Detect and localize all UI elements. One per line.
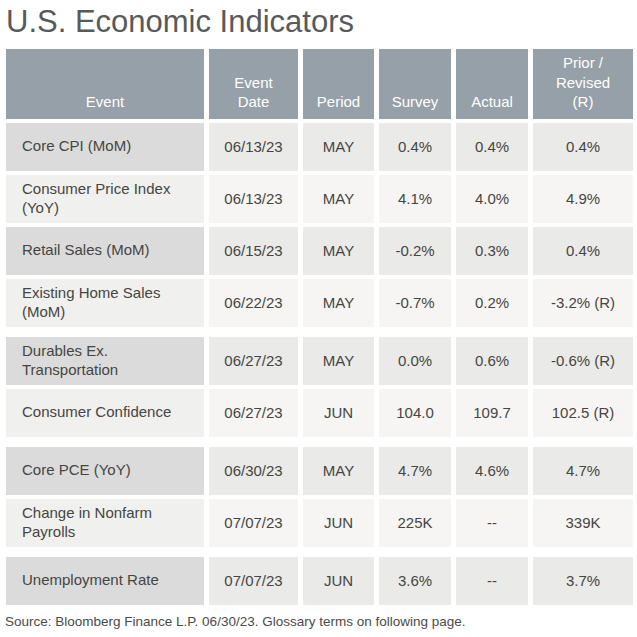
page: U.S. Economic Indicators EventEvent Date… bbox=[0, 4, 637, 637]
cell-actual: 4.6% bbox=[456, 447, 528, 495]
cell-survey: -0.7% bbox=[379, 279, 451, 327]
cell-event: Core CPI (MoM) bbox=[6, 123, 204, 171]
cell-period: JUN bbox=[303, 557, 374, 605]
cell-actual: 0.2% bbox=[456, 279, 528, 327]
cell-prior_revised: 339K bbox=[533, 499, 633, 547]
cell-event_date: 07/07/23 bbox=[209, 557, 298, 605]
cell-event: Core PCE (YoY) bbox=[6, 447, 204, 495]
table-row: Change in Nonfarm Payrolls07/07/23JUN225… bbox=[6, 499, 633, 547]
cell-event: Retail Sales (MoM) bbox=[6, 227, 204, 275]
cell-event: Consumer Price Index (YoY) bbox=[6, 175, 204, 223]
cell-event: Consumer Confidence bbox=[6, 389, 204, 437]
cell-event: Durables Ex. Transportation bbox=[6, 337, 204, 385]
table-row: Unemployment Rate07/07/23JUN3.6%--3.7% bbox=[6, 557, 633, 605]
column-header-event_date: Event Date bbox=[209, 49, 298, 119]
indicators-table: EventEvent DatePeriodSurveyActualPrior /… bbox=[6, 49, 633, 605]
column-header-event: Event bbox=[6, 49, 204, 119]
cell-event_date: 06/22/23 bbox=[209, 279, 298, 327]
cell-period: MAY bbox=[303, 123, 374, 171]
cell-actual: -- bbox=[456, 499, 528, 547]
table-row: Durables Ex. Transportation06/27/23MAY0.… bbox=[6, 337, 633, 385]
cell-survey: 0.4% bbox=[379, 123, 451, 171]
cell-period: MAY bbox=[303, 279, 374, 327]
cell-survey: 225K bbox=[379, 499, 451, 547]
table-row: Existing Home Sales (MoM)06/22/23MAY-0.7… bbox=[6, 279, 633, 327]
cell-period: JUN bbox=[303, 499, 374, 547]
cell-period: MAY bbox=[303, 227, 374, 275]
table-row: Retail Sales (MoM)06/15/23MAY-0.2%0.3%0.… bbox=[6, 227, 633, 275]
cell-period: MAY bbox=[303, 337, 374, 385]
cell-prior_revised: 102.5 (R) bbox=[533, 389, 633, 437]
cell-event: Unemployment Rate bbox=[6, 557, 204, 605]
column-header-period: Period bbox=[303, 49, 374, 119]
cell-event: Existing Home Sales (MoM) bbox=[6, 279, 204, 327]
column-header-prior_revised: Prior / Revised (R) bbox=[533, 49, 633, 119]
cell-event: Change in Nonfarm Payrolls bbox=[6, 499, 204, 547]
cell-actual: 109.7 bbox=[456, 389, 528, 437]
cell-actual: 0.6% bbox=[456, 337, 528, 385]
cell-prior_revised: 0.4% bbox=[533, 123, 633, 171]
table-header-row: EventEvent DatePeriodSurveyActualPrior /… bbox=[6, 49, 633, 119]
cell-event_date: 06/15/23 bbox=[209, 227, 298, 275]
cell-survey: 4.1% bbox=[379, 175, 451, 223]
cell-event_date: 06/13/23 bbox=[209, 175, 298, 223]
cell-actual: 0.3% bbox=[456, 227, 528, 275]
cell-actual: 0.4% bbox=[456, 123, 528, 171]
cell-event_date: 07/07/23 bbox=[209, 499, 298, 547]
source-note: Source: Bloomberg Finance L.P. 06/30/23.… bbox=[5, 614, 637, 629]
cell-event_date: 06/13/23 bbox=[209, 123, 298, 171]
cell-period: JUN bbox=[303, 389, 374, 437]
table-body: Core CPI (MoM)06/13/23MAY0.4%0.4%0.4%Con… bbox=[6, 123, 633, 605]
table-row: Core CPI (MoM)06/13/23MAY0.4%0.4%0.4% bbox=[6, 123, 633, 171]
table-row: Consumer Price Index (YoY)06/13/23MAY4.1… bbox=[6, 175, 633, 223]
cell-actual: -- bbox=[456, 557, 528, 605]
column-header-survey: Survey bbox=[379, 49, 451, 119]
cell-survey: 0.0% bbox=[379, 337, 451, 385]
column-header-actual: Actual bbox=[456, 49, 528, 119]
cell-period: MAY bbox=[303, 447, 374, 495]
cell-survey: 3.6% bbox=[379, 557, 451, 605]
table-row: Consumer Confidence06/27/23JUN104.0109.7… bbox=[6, 389, 633, 437]
cell-prior_revised: 0.4% bbox=[533, 227, 633, 275]
cell-prior_revised: 4.7% bbox=[533, 447, 633, 495]
cell-event_date: 06/27/23 bbox=[209, 337, 298, 385]
cell-survey: -0.2% bbox=[379, 227, 451, 275]
cell-period: MAY bbox=[303, 175, 374, 223]
cell-prior_revised: 4.9% bbox=[533, 175, 633, 223]
page-title: U.S. Economic Indicators bbox=[6, 4, 637, 40]
cell-event_date: 06/27/23 bbox=[209, 389, 298, 437]
cell-prior_revised: 3.7% bbox=[533, 557, 633, 605]
table-row: Core PCE (YoY)06/30/23MAY4.7%4.6%4.7% bbox=[6, 447, 633, 495]
cell-event_date: 06/30/23 bbox=[209, 447, 298, 495]
cell-survey: 104.0 bbox=[379, 389, 451, 437]
cell-prior_revised: -3.2% (R) bbox=[533, 279, 633, 327]
cell-survey: 4.7% bbox=[379, 447, 451, 495]
cell-prior_revised: -0.6% (R) bbox=[533, 337, 633, 385]
cell-actual: 4.0% bbox=[456, 175, 528, 223]
